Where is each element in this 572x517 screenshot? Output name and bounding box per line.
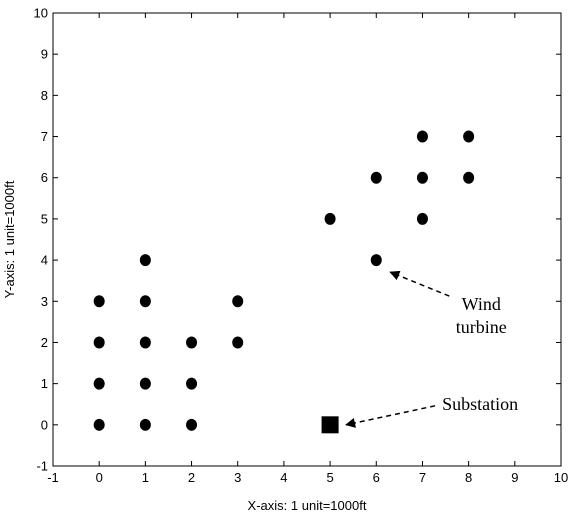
turbine-point (93, 377, 105, 390)
turbine-point (186, 418, 198, 431)
substation-marker (321, 416, 339, 434)
substation-arrow (345, 405, 436, 428)
turbine-point (232, 295, 244, 308)
turbine-point (139, 295, 151, 308)
x-tick-label: 9 (511, 470, 518, 485)
x-tick-label: 6 (373, 470, 380, 485)
turbine-point (463, 130, 475, 143)
turbine-point (416, 130, 428, 143)
turbine-point (463, 171, 475, 184)
wind-turbine-label: Wind (462, 294, 501, 314)
y-axis-label: Y-axis: 1 unit=1000ft (2, 180, 17, 298)
x-tick-label: 7 (419, 470, 426, 485)
turbine-point (370, 171, 382, 184)
turbine-point (186, 336, 198, 349)
y-tick-label: 1 (41, 376, 48, 391)
x-tick-label: 5 (326, 470, 333, 485)
turbine-point (93, 295, 105, 308)
plot-frame (52, 12, 562, 467)
y-tick-label: 2 (41, 335, 48, 350)
data-points (93, 130, 475, 434)
x-tick-label: 3 (234, 470, 241, 485)
wind-turbine-arrow (389, 270, 450, 297)
turbine-point (232, 336, 244, 349)
y-tick-label: 4 (41, 253, 48, 268)
y-tick-label: 9 (41, 47, 48, 62)
x-tick-label: 0 (96, 470, 103, 485)
y-tick-label: 10 (34, 6, 48, 21)
turbine-point (139, 418, 151, 431)
tick-labels: -1 0 1 2 3 4 5 6 7 8 9 10 -1 0 1 2 3 4 5 6 7 8 9 10 (34, 6, 569, 486)
turbine-point (139, 336, 151, 349)
y-tick-label: 5 (41, 211, 48, 226)
x-axis-label: X-axis: 1 unit=1000ft (248, 498, 367, 513)
y-tick-label: 3 (41, 294, 48, 309)
turbine-point (186, 377, 198, 390)
x-tick-label: 1 (142, 470, 149, 485)
turbine-point (93, 418, 105, 431)
annotations: Wind turbine Substation (345, 270, 518, 428)
axis-ticks (52, 12, 562, 467)
y-tick-label: 0 (41, 417, 48, 432)
turbine-point (324, 212, 336, 225)
x-tick-label: 2 (188, 470, 195, 485)
x-tick-label: 4 (280, 470, 287, 485)
y-tick-label: 8 (41, 88, 48, 103)
x-tick-label: 10 (554, 470, 568, 485)
x-tick-label: -1 (47, 470, 59, 485)
x-tick-label: 8 (465, 470, 472, 485)
turbine-point (139, 377, 151, 390)
y-tick-label: 7 (41, 129, 48, 144)
y-tick-label: 6 (41, 170, 48, 185)
turbine-point (139, 254, 151, 267)
turbine-point (370, 254, 382, 267)
y-tick-label: -1 (36, 459, 48, 474)
wind-turbine-label: turbine (456, 317, 507, 337)
turbine-point (416, 212, 428, 225)
turbine-point (416, 171, 428, 184)
turbine-point (93, 336, 105, 349)
substation-label: Substation (442, 394, 518, 414)
